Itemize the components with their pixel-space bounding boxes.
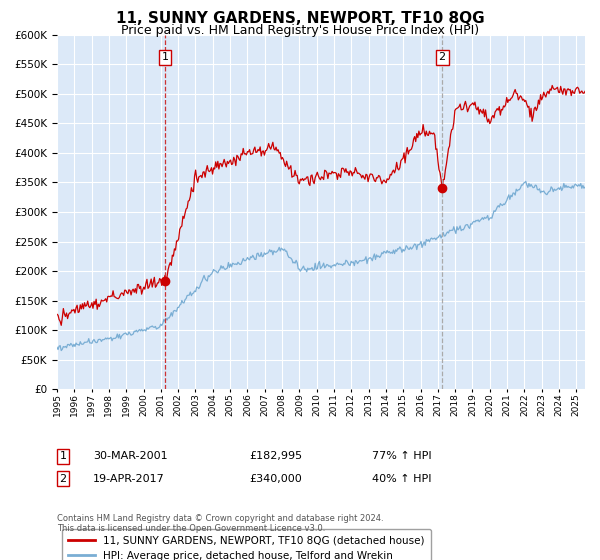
Text: Contains HM Land Registry data © Crown copyright and database right 2024.
This d: Contains HM Land Registry data © Crown c…	[57, 514, 383, 533]
Text: 19-APR-2017: 19-APR-2017	[93, 474, 165, 484]
Text: 40% ↑ HPI: 40% ↑ HPI	[372, 474, 431, 484]
Text: 77% ↑ HPI: 77% ↑ HPI	[372, 451, 431, 461]
Legend: 11, SUNNY GARDENS, NEWPORT, TF10 8QG (detached house), HPI: Average price, detac: 11, SUNNY GARDENS, NEWPORT, TF10 8QG (de…	[62, 529, 431, 560]
Text: Price paid vs. HM Land Registry's House Price Index (HPI): Price paid vs. HM Land Registry's House …	[121, 24, 479, 36]
Text: £182,995: £182,995	[249, 451, 302, 461]
Text: 2: 2	[439, 53, 446, 63]
Text: 30-MAR-2001: 30-MAR-2001	[93, 451, 167, 461]
Text: 11, SUNNY GARDENS, NEWPORT, TF10 8QG: 11, SUNNY GARDENS, NEWPORT, TF10 8QG	[116, 11, 484, 26]
Text: 2: 2	[59, 474, 67, 484]
Text: 1: 1	[161, 53, 169, 63]
Text: £340,000: £340,000	[249, 474, 302, 484]
Text: 1: 1	[59, 451, 67, 461]
